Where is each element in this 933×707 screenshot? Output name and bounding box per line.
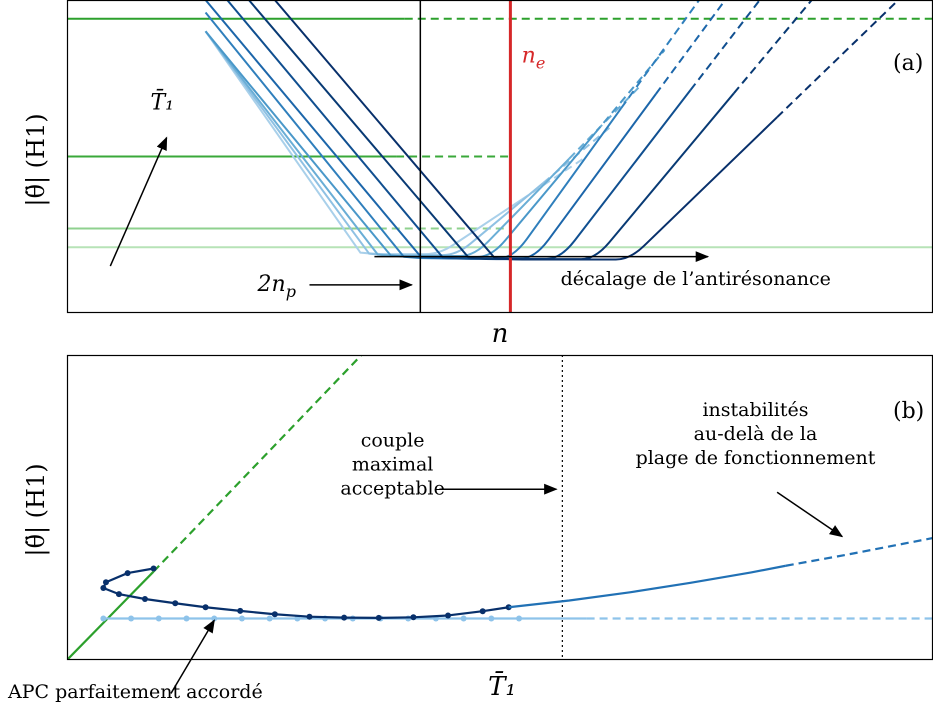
b-series-1-point-3 (183, 615, 190, 622)
panel-a-label: (a) (893, 51, 923, 76)
a-label-shift: décalage de l’antirésonance (561, 268, 831, 290)
b-series-2-point-3 (100, 585, 107, 592)
panel-b-content (67, 355, 933, 660)
a-label-2np: 2np (257, 272, 296, 301)
b-series-1-point-0 (100, 615, 107, 622)
a-curve-dashed-3 (594, 49, 666, 134)
a-curve-dashed-4 (620, 0, 700, 109)
a-curve-dashed-8 (776, 0, 900, 118)
b-series-2-point-14 (445, 612, 452, 619)
b-series-2-solid (102, 567, 509, 620)
a-curve-dashed-2 (568, 86, 640, 160)
b-series-2-point-1 (124, 570, 131, 577)
b-series-2-point-12 (375, 614, 382, 621)
a-label-ne: ne (522, 44, 546, 73)
a-curve-8 (274, 0, 778, 261)
b-series-2-point-4 (115, 591, 122, 598)
a-curve-6 (226, 0, 692, 260)
a-curve-dashed-5 (655, 0, 726, 95)
b-series-1-point-14 (488, 615, 495, 622)
a-label-T1: T̄₁ (151, 89, 175, 116)
b-series-2-point-8 (237, 607, 244, 614)
b-series-2-point-5 (141, 596, 148, 602)
b-series-2-point-15 (479, 608, 486, 615)
b-series-1-point-6 (266, 615, 273, 622)
b-arrow-instab (776, 491, 844, 538)
panel-b-label: (b) (893, 399, 924, 424)
b-series-0-dashed (152, 355, 363, 573)
panel-b-annotations: couple maximal acceptable instabilités au-de… (7, 399, 876, 703)
a-arrow-T1 (109, 136, 168, 267)
b-series-2-point-0 (150, 565, 157, 572)
a-curve-dashed-6 (689, 0, 761, 91)
a-curve-0 (204, 30, 523, 256)
b-series-2-point-13 (410, 614, 417, 621)
b-series-2-point-11 (341, 614, 348, 621)
b-series-1-point-5 (238, 615, 245, 622)
b-label-instab: instabilités au-delà de la plage de foncti… (636, 399, 876, 469)
b-series-1-point-15 (516, 615, 523, 622)
b-series-1-point-13 (460, 615, 467, 622)
panel-b-xlabel: T̄₁ (488, 670, 516, 702)
b-series-3-dashed (785, 536, 933, 567)
panel-a-content (67, 0, 933, 313)
b-series-2-point-9 (271, 611, 278, 618)
b-label-apc: APC parfaitement accordé (7, 681, 263, 703)
b-series-0-solid (67, 570, 155, 660)
panel-b: (b) T̄₁ |θ̈| (H1) couple maximal acceptabl… (7, 354, 933, 703)
panel-a-ylabel: |θ̈| (H1) (22, 113, 51, 206)
b-series-1-point-1 (128, 615, 135, 622)
b-series-3-solid (508, 564, 786, 609)
b-series-2-point-6 (172, 600, 179, 607)
b-label-couple: couple maximal acceptable (340, 430, 444, 500)
b-series-2-point-7 (202, 604, 209, 611)
b-arrow-apc (170, 619, 215, 694)
a-curve-dashed-7 (733, 0, 813, 94)
panel-a: (a) n |θ̈| (H1) T̄₁ 2np ne décalage de l’an… (22, 0, 933, 349)
b-series-1-point-2 (155, 615, 162, 622)
b-series-2-point-2 (102, 579, 109, 586)
panel-a-annotations: T̄₁ 2np ne décalage de l’antirésonance (109, 44, 831, 301)
panel-a-xlabel: n (492, 319, 509, 349)
panel-b-ylabel: |θ̈| (H1) (22, 463, 51, 556)
b-series-2-point-10 (306, 613, 313, 620)
